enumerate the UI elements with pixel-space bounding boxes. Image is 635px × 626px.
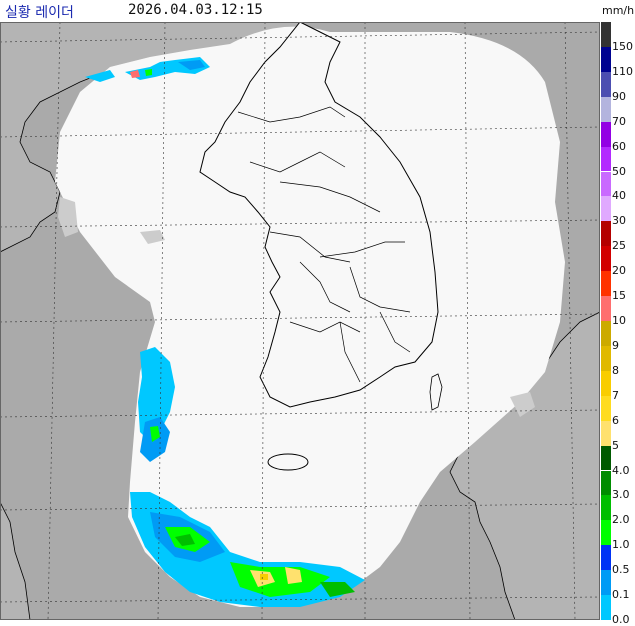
legend-label: 8: [612, 363, 619, 377]
province-boundaries: [237, 106, 411, 383]
legend-label: 9: [612, 338, 619, 352]
legend-swatch: [601, 520, 611, 546]
legend-swatch: [601, 570, 611, 596]
legend-label: 3.0: [612, 488, 630, 502]
legend-label: 10: [612, 314, 626, 327]
legend-label: 90: [612, 89, 626, 103]
legend-label: 110: [612, 64, 633, 78]
legend-label: 50: [612, 164, 626, 178]
legend-swatch: [601, 171, 611, 197]
legend-swatch: [601, 71, 611, 97]
lat-lon-grid: [0, 22, 600, 620]
legend-swatch: [601, 321, 611, 346]
legend-swatch: [601, 370, 611, 396]
legend-swatch: [601, 46, 611, 72]
legend-swatch: [601, 246, 611, 272]
precipitation-echoes: [58, 57, 535, 607]
legend-label: 30: [612, 214, 626, 228]
jeju-island: [267, 453, 309, 471]
legend-label: 0.5: [612, 563, 630, 577]
legend-swatch: [601, 470, 611, 496]
legend-swatch: [601, 495, 611, 521]
legend-label: 6: [612, 413, 619, 427]
land-china-east: [0, 501, 31, 620]
legend-swatch: [601, 146, 611, 172]
header-bar: 실황 레이더 2026.04.03.12:15: [0, 0, 600, 22]
legend-swatch: [601, 271, 611, 297]
legend-label: 7: [612, 388, 619, 402]
legend-swatch: [601, 345, 611, 371]
legend-label: 2.0: [612, 513, 630, 527]
legend-swatch: [601, 221, 611, 247]
legend-swatch: [601, 121, 611, 147]
tsushima-island: [429, 373, 443, 411]
legend-swatch: [601, 196, 611, 222]
legend-label: 20: [612, 264, 626, 278]
land-korea: [199, 22, 439, 408]
observation-timestamp: 2026.04.03.12:15: [128, 2, 263, 18]
legend-swatch: [601, 445, 611, 471]
legend-label: 40: [612, 189, 626, 203]
precipitation-legend: [601, 22, 611, 620]
legend-label: 15: [612, 289, 626, 303]
legend-label: 150: [612, 39, 633, 53]
legend-label: 60: [612, 139, 626, 153]
legend-label: 5: [612, 438, 619, 452]
legend-label: 4.0: [612, 463, 630, 477]
legend-swatch: [601, 545, 611, 571]
legend-swatch: [601, 22, 611, 47]
legend-label: 0.1: [612, 588, 630, 602]
legend-swatch: [601, 96, 611, 122]
legend-label: 1.0: [612, 538, 630, 552]
legend-swatch: [601, 595, 611, 620]
legend-unit: mm/h: [602, 4, 635, 17]
legend-swatch: [601, 420, 611, 446]
app-title: 실황 레이더: [5, 5, 74, 21]
legend-swatch: [601, 296, 611, 321]
radar-map[interactable]: [0, 22, 600, 620]
legend-label: 70: [612, 114, 626, 128]
legend-label: 25: [612, 239, 626, 253]
legend-swatch: [601, 395, 611, 421]
